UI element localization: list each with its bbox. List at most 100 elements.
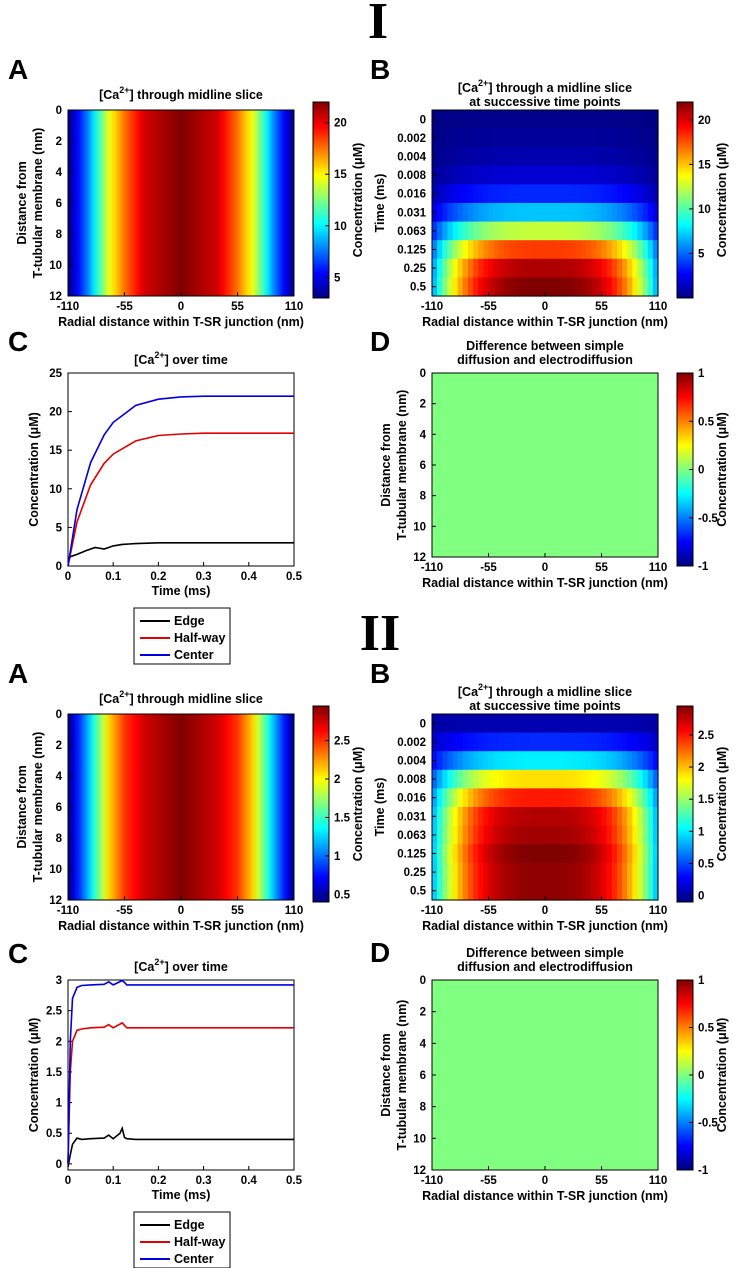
heatmap-cell bbox=[555, 277, 562, 297]
heatmap-cell bbox=[550, 862, 556, 882]
y-tick-label: 1 bbox=[56, 1098, 63, 1110]
heatmap-cell bbox=[642, 184, 649, 204]
heatmap-cell bbox=[498, 203, 505, 223]
heatmap-cell bbox=[519, 165, 526, 185]
heatmap-cell bbox=[627, 825, 633, 845]
heatmap-cell bbox=[580, 769, 587, 789]
heatmap-cell bbox=[580, 844, 587, 864]
heatmap-cell bbox=[652, 769, 659, 789]
heatmap-cell bbox=[565, 844, 572, 864]
legend-label: Half-way bbox=[174, 631, 225, 645]
heatmap-cell bbox=[503, 147, 510, 167]
heatmap-cell bbox=[483, 184, 490, 204]
heatmap-cell bbox=[601, 862, 608, 882]
heatmap-cell bbox=[555, 844, 562, 864]
heatmap-cell bbox=[580, 751, 587, 771]
heatmap-cell bbox=[488, 128, 495, 148]
heatmap-cell bbox=[519, 844, 526, 864]
heatmap-cell bbox=[545, 825, 551, 845]
heatmap-cell bbox=[509, 165, 515, 185]
heatmap-cell bbox=[632, 258, 639, 278]
y-tick-label: 0.008 bbox=[397, 170, 426, 182]
series-line-center bbox=[67, 979, 294, 1164]
heatmap-cell bbox=[632, 788, 639, 808]
heatmap-cell bbox=[611, 881, 618, 901]
heatmap-cell bbox=[632, 769, 639, 789]
heatmap-cell bbox=[514, 240, 520, 260]
y-tick-label: 0 bbox=[420, 368, 426, 380]
heatmap-cell bbox=[519, 110, 526, 130]
heatmap-cell bbox=[437, 862, 443, 882]
y-tick-label: 0 bbox=[420, 718, 426, 730]
heatmap-cell bbox=[550, 128, 556, 148]
heatmap-cell bbox=[498, 732, 505, 752]
heatmap-cell bbox=[509, 184, 515, 204]
heatmap-cell bbox=[555, 807, 562, 827]
heatmap-cell bbox=[647, 714, 654, 734]
heatmap-cell bbox=[503, 788, 510, 808]
heatmap-cell bbox=[457, 240, 464, 260]
colorbar-tick-label: 0 bbox=[698, 891, 704, 903]
heatmap-cell bbox=[509, 714, 515, 734]
heatmap-cell bbox=[632, 110, 639, 130]
heatmap-cell bbox=[616, 825, 623, 845]
heatmap-cell bbox=[632, 862, 639, 882]
heatmap-cell bbox=[627, 751, 633, 771]
heatmap-cell bbox=[478, 714, 484, 734]
heatmap-cell bbox=[606, 807, 613, 827]
heatmap-cell bbox=[652, 165, 659, 185]
panel-letter-d: D bbox=[370, 937, 390, 968]
heatmap-cell bbox=[550, 110, 556, 130]
series-line-half-way bbox=[67, 1021, 294, 1164]
heatmap-cell bbox=[457, 258, 464, 278]
heatmap-cell bbox=[555, 714, 562, 734]
heatmap-cell bbox=[473, 807, 479, 827]
heatmap-cell bbox=[575, 203, 582, 223]
heatmap-cell bbox=[601, 732, 608, 752]
heatmap-cell bbox=[545, 751, 551, 771]
heatmap-cell bbox=[642, 128, 649, 148]
heatmap-cell bbox=[514, 184, 520, 204]
heatmap-cell bbox=[488, 769, 495, 789]
panel-d-title-line1: Difference between simple bbox=[466, 946, 624, 960]
panel-a-title: [Ca2+] through midline slice bbox=[99, 689, 263, 706]
heatmap-cell bbox=[503, 221, 510, 241]
heatmap-cell bbox=[467, 769, 474, 789]
heatmap-cell bbox=[616, 240, 623, 260]
y-tick-label: 2.5 bbox=[46, 1006, 63, 1018]
heatmap-cell bbox=[524, 128, 531, 148]
heatmap-cell bbox=[622, 732, 628, 752]
heatmap-cell bbox=[457, 862, 464, 882]
heatmap-cell bbox=[575, 184, 582, 204]
y-tick-label: 5 bbox=[56, 522, 63, 534]
heatmap-cell bbox=[467, 881, 474, 901]
heatmap-cell bbox=[550, 240, 556, 260]
x-tick-label: 0 bbox=[542, 301, 548, 313]
y-tick-label: 0 bbox=[56, 709, 62, 721]
section-numeral-1: I bbox=[368, 0, 388, 50]
y-tick-label: 0.031 bbox=[397, 811, 426, 823]
heatmap-cell bbox=[606, 184, 613, 204]
heatmap-cell bbox=[539, 732, 546, 752]
y-tick-label: 0.5 bbox=[46, 1128, 63, 1140]
y-tick-label: 2 bbox=[56, 136, 62, 148]
heatmap-cell bbox=[642, 788, 649, 808]
heatmap-cell bbox=[519, 807, 526, 827]
heatmap-cell bbox=[632, 203, 639, 223]
heatmap-cell bbox=[555, 128, 562, 148]
x-tick-label: 0.5 bbox=[286, 571, 303, 583]
heatmap-cell bbox=[601, 110, 608, 130]
heatmap-cell bbox=[473, 110, 479, 130]
heatmap-cell bbox=[529, 221, 536, 241]
heatmap-cell bbox=[575, 240, 582, 260]
heatmap-cell bbox=[632, 881, 639, 901]
heatmap-cell bbox=[442, 165, 449, 185]
heatmap-cell bbox=[545, 203, 551, 223]
heatmap-cell bbox=[509, 221, 515, 241]
heatmap-cell bbox=[545, 807, 551, 827]
heatmap-cell bbox=[560, 751, 567, 771]
heatmap-cell bbox=[606, 240, 613, 260]
heatmap-cell bbox=[534, 881, 541, 901]
heatmap-cell bbox=[601, 714, 608, 734]
heatmap-cell bbox=[524, 825, 531, 845]
